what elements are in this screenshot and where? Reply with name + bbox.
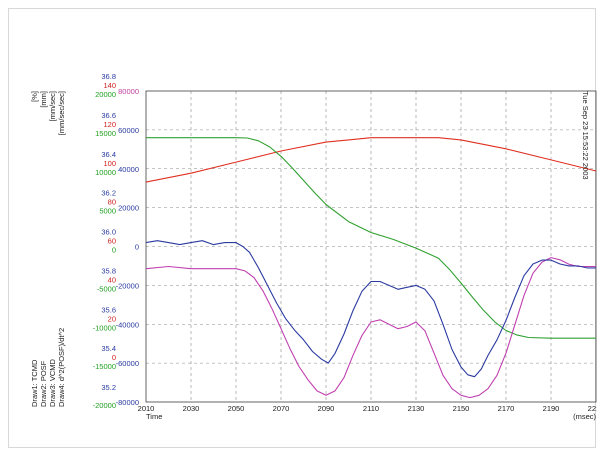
y-tick-label-axis3: 10000 bbox=[95, 168, 116, 177]
y-tick-label-axis4: 40000 bbox=[118, 165, 139, 174]
series-line-2 bbox=[146, 137, 596, 339]
y-tick-label-axis2: 20 bbox=[108, 314, 116, 323]
y-tick-label-axis4: -80000 bbox=[116, 398, 139, 407]
y-tick-label-axis4: 80000 bbox=[118, 87, 139, 96]
y-tick-label-axis2: 140 bbox=[103, 81, 116, 90]
y-tick-label-axis3: -20000 bbox=[93, 401, 116, 410]
y-tick-label-axis1: 35.8 bbox=[101, 266, 116, 275]
series-line-1 bbox=[145, 137, 597, 183]
y-tick-label-axis1: 36.8 bbox=[101, 72, 116, 81]
legend-entry: Draw3: VCMD bbox=[48, 358, 57, 407]
x-axis: 2010 2030 2050 2070 2090 2110 2130 2150 2170 2190… bbox=[138, 404, 605, 421]
x-tick-label: 2110 bbox=[363, 404, 379, 413]
x-tick-label: 2150 bbox=[453, 404, 470, 413]
y-tick-label-axis3: 15000 bbox=[95, 129, 116, 138]
y-tick-label-axis2: 100 bbox=[103, 159, 116, 168]
y-tick-label-axis1: 35.6 bbox=[101, 305, 116, 314]
y-tick-label-axis2: 120 bbox=[103, 120, 116, 129]
chart-frame: 36.8 36.6 36.4 36.2 36.0 35.8 35.6 35.4 35.2 140 1… bbox=[8, 8, 605, 448]
y-tick-label-axis1: 36.6 bbox=[101, 111, 116, 120]
series-lines bbox=[145, 137, 597, 399]
grid-lines bbox=[146, 91, 596, 402]
y-tick-label-axis1: 35.4 bbox=[101, 344, 116, 353]
y-tick-label-axis1: 36.2 bbox=[101, 189, 116, 198]
y-tick-label-axis4: 60000 bbox=[118, 126, 139, 135]
y-tick-label-axis3: 5000 bbox=[99, 207, 116, 216]
y-tick-label-axis2: 80 bbox=[108, 198, 116, 207]
y-axes: 36.8 36.6 36.4 36.2 36.0 35.8 35.6 35.4 35.2 140 1… bbox=[93, 72, 139, 410]
x-tick-label: 2070 bbox=[273, 404, 290, 413]
x-tick-label: 2210 bbox=[588, 404, 597, 413]
chart-svg: 36.8 36.6 36.4 36.2 36.0 35.8 35.6 35.4 35.2 140 1… bbox=[30, 72, 605, 421]
unit-label: [mm/sec/sec] bbox=[57, 91, 66, 135]
x-tick-label: 2170 bbox=[498, 404, 515, 413]
series-line-3 bbox=[145, 257, 596, 399]
plot-area bbox=[145, 90, 597, 403]
y-tick-label-axis4: -40000 bbox=[116, 320, 139, 329]
unit-labels: [%] [mm] [mm/sec] [mm/sec/sec] bbox=[30, 91, 66, 135]
x-tick-label: 2030 bbox=[183, 404, 200, 413]
legend-entry: Draw1: TCMD bbox=[30, 359, 39, 407]
x-axis-unit: (msec) bbox=[573, 412, 596, 421]
y-tick-label-axis3: 0 bbox=[112, 246, 116, 255]
y-tick-label-axis2: 0 bbox=[112, 353, 116, 362]
series-line-4 bbox=[145, 240, 596, 378]
unit-label: [%] bbox=[30, 91, 39, 102]
x-tick-label: 2010 bbox=[138, 404, 155, 413]
legend-entry: Draw4: d^2(POSF)/dt^2 bbox=[57, 328, 66, 407]
legend: Draw1: TCMD Draw2: POSF Draw3: VCMD Draw4: … bbox=[30, 328, 66, 407]
timestamp-label: Tue Sep 23 15:53:22 2003 bbox=[581, 91, 590, 180]
y-tick-label-axis3: 20000 bbox=[95, 90, 116, 99]
y-tick-label-axis4: 0 bbox=[135, 243, 139, 252]
y-tick-label-axis3: -15000 bbox=[93, 362, 116, 371]
y-tick-label-axis3: -10000 bbox=[93, 323, 116, 332]
y-tick-label-axis3: -5000 bbox=[97, 284, 116, 293]
y-tick-label-axis4: -60000 bbox=[116, 359, 139, 368]
x-tick-label: 2190 bbox=[543, 404, 560, 413]
x-tick-label: 2050 bbox=[228, 404, 245, 413]
unit-label: [mm/sec] bbox=[48, 91, 57, 121]
y-tick-label-axis4: 20000 bbox=[118, 204, 139, 213]
unit-label: [mm] bbox=[39, 91, 48, 108]
y-tick-label-axis1: 36.4 bbox=[101, 150, 116, 159]
x-tick-label: 2090 bbox=[318, 404, 335, 413]
legend-entry: Draw2: POSF bbox=[39, 360, 48, 407]
x-tick-label: 2130 bbox=[408, 404, 425, 413]
y-tick-label-axis1: 36.0 bbox=[101, 228, 116, 237]
y-tick-label-axis1: 35.2 bbox=[101, 383, 116, 392]
x-axis-label: Time bbox=[146, 412, 162, 421]
y-tick-label-axis4: -20000 bbox=[116, 281, 139, 290]
y-tick-label-axis2: 40 bbox=[108, 275, 116, 284]
y-tick-label-axis2: 60 bbox=[108, 237, 116, 246]
